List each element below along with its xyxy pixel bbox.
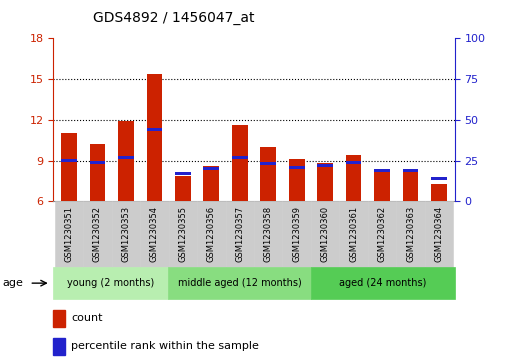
Bar xyxy=(403,169,419,172)
Bar xyxy=(204,167,219,170)
Bar xyxy=(146,128,162,131)
Text: percentile rank within the sample: percentile rank within the sample xyxy=(72,342,259,351)
Bar xyxy=(83,201,112,267)
Bar xyxy=(282,201,311,267)
Text: middle aged (12 months): middle aged (12 months) xyxy=(178,278,302,288)
Bar xyxy=(318,164,333,167)
Bar xyxy=(431,184,447,201)
Bar xyxy=(232,156,247,159)
Text: aged (24 months): aged (24 months) xyxy=(339,278,427,288)
Text: GSM1230356: GSM1230356 xyxy=(207,206,216,262)
Bar xyxy=(232,125,247,201)
Text: GSM1230353: GSM1230353 xyxy=(121,206,131,262)
Bar xyxy=(89,144,105,201)
Text: GSM1230358: GSM1230358 xyxy=(264,206,273,262)
Text: GDS4892 / 1456047_at: GDS4892 / 1456047_at xyxy=(93,11,255,25)
Bar xyxy=(89,161,105,164)
Text: GSM1230360: GSM1230360 xyxy=(321,206,330,262)
Text: GSM1230354: GSM1230354 xyxy=(150,206,159,262)
Text: GSM1230352: GSM1230352 xyxy=(93,206,102,262)
Bar xyxy=(403,170,419,201)
Bar xyxy=(261,162,276,166)
Bar xyxy=(289,159,304,201)
Bar xyxy=(289,166,304,169)
Bar xyxy=(396,201,425,267)
Text: GSM1230363: GSM1230363 xyxy=(406,206,415,262)
Bar xyxy=(204,166,219,201)
Bar xyxy=(311,267,455,299)
Bar xyxy=(226,201,254,267)
Text: GSM1230359: GSM1230359 xyxy=(292,206,301,262)
Text: GSM1230364: GSM1230364 xyxy=(434,206,443,262)
Bar xyxy=(346,161,362,164)
Text: GSM1230357: GSM1230357 xyxy=(235,206,244,262)
Bar xyxy=(374,169,390,201)
Bar xyxy=(61,159,77,162)
Bar xyxy=(431,177,447,180)
Text: young (2 months): young (2 months) xyxy=(67,278,154,288)
Bar xyxy=(53,267,168,299)
Bar xyxy=(175,172,190,175)
Bar xyxy=(261,147,276,201)
Text: GSM1230355: GSM1230355 xyxy=(178,206,187,262)
Bar xyxy=(368,201,396,267)
Bar xyxy=(311,201,339,267)
Bar xyxy=(318,163,333,201)
Bar xyxy=(339,201,368,267)
Text: GSM1230351: GSM1230351 xyxy=(65,206,74,262)
Bar xyxy=(53,338,66,355)
Bar xyxy=(146,73,162,201)
Text: GSM1230362: GSM1230362 xyxy=(377,206,387,262)
Bar xyxy=(254,201,282,267)
Bar xyxy=(175,176,190,201)
Bar xyxy=(168,267,311,299)
Bar xyxy=(55,201,83,267)
Bar xyxy=(197,201,226,267)
Bar xyxy=(346,155,362,201)
Bar xyxy=(61,133,77,201)
Bar xyxy=(140,201,169,267)
Bar xyxy=(425,201,453,267)
Bar xyxy=(118,156,134,159)
Bar xyxy=(374,169,390,172)
Text: age: age xyxy=(3,278,23,288)
Bar xyxy=(169,201,197,267)
Bar xyxy=(53,310,66,327)
Bar xyxy=(118,121,134,201)
Text: count: count xyxy=(72,313,103,323)
Text: GSM1230361: GSM1230361 xyxy=(349,206,358,262)
Bar xyxy=(112,201,140,267)
